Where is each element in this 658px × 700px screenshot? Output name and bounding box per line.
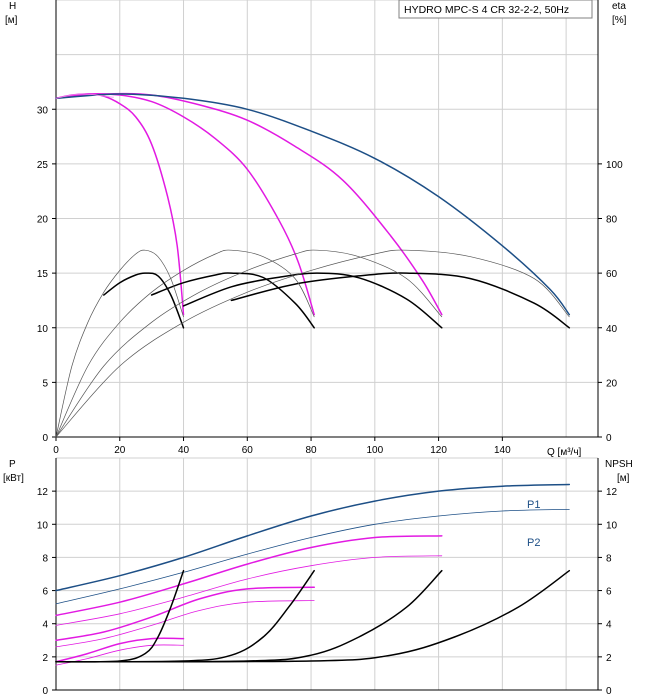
top-xtick-label: 80 bbox=[305, 445, 317, 456]
top-series-h-4-pumps bbox=[55, 93, 571, 316]
bottom-series-p2-1-pump bbox=[55, 644, 184, 666]
bottom-ytick-left-label: 2 bbox=[42, 653, 48, 664]
bottom-ylabel-left: P bbox=[9, 459, 16, 470]
top-ytick-right-label: 80 bbox=[606, 215, 618, 226]
top-series-h-3-pumps bbox=[55, 92, 443, 316]
top-series-eta-3-pumps-thin- bbox=[55, 249, 443, 438]
top-xtick-label: 100 bbox=[366, 445, 383, 456]
top-ytick-left-label: 10 bbox=[37, 324, 49, 335]
top-xtick-label: 120 bbox=[430, 445, 447, 456]
top-series-eta-2-pumps-thin- bbox=[55, 249, 315, 438]
top-ytick-left-label: 20 bbox=[37, 215, 49, 226]
bottom-series-p2-3-pumps bbox=[55, 555, 443, 626]
top-ytick-left-label: 5 bbox=[42, 378, 48, 389]
top-xtick-label: 60 bbox=[242, 445, 254, 456]
bottom-ylabel-left-unit: [кВт] bbox=[3, 473, 24, 484]
top-ytick-right-label: 0 bbox=[606, 433, 612, 444]
top-xtick-label: 0 bbox=[53, 445, 59, 456]
top-ytick-right-label: 100 bbox=[606, 160, 623, 171]
top-ytick-right-label: 40 bbox=[606, 324, 618, 335]
bottom-ytick-left-label: 8 bbox=[42, 553, 48, 564]
top-series-eta-2-pumps bbox=[150, 272, 315, 329]
bottom-ytick-left-label: 0 bbox=[42, 686, 48, 697]
top-xlabel: Q [м³/ч] bbox=[547, 447, 582, 458]
bottom-ytick-right-label: 10 bbox=[606, 520, 618, 531]
top-ytick-left-label: 0 bbox=[42, 433, 48, 444]
bottom-ytick-left-label: 10 bbox=[37, 520, 49, 531]
bottom-series-p1-3-pumps bbox=[55, 535, 443, 617]
top-series-h-1-4-pumps-thin- bbox=[55, 93, 114, 99]
top-ytick-left-label: 30 bbox=[37, 105, 49, 116]
bottom-ytick-left-label: 4 bbox=[42, 620, 48, 631]
bottom-ytick-right-label: 12 bbox=[606, 487, 618, 498]
top-ylabel-right: eta bbox=[612, 1, 626, 12]
title-box bbox=[398, 0, 593, 19]
top-xtick-label: 140 bbox=[494, 445, 511, 456]
bottom-ytick-right-label: 6 bbox=[606, 587, 612, 598]
top-ytick-right-label: 20 bbox=[606, 378, 618, 389]
bottom-ylabel-right-unit: [м] bbox=[617, 473, 630, 484]
top-series-eta-3-pumps bbox=[182, 272, 443, 329]
bottom-series-p1-1-pump bbox=[55, 637, 185, 663]
series-label-p2: P2 bbox=[527, 537, 540, 549]
chart-title: HYDRO MPC-S 4 CR 32-2-2, 50Hz bbox=[404, 4, 569, 16]
top-xtick-label: 20 bbox=[114, 445, 126, 456]
top-series-eta-1-pump bbox=[103, 272, 185, 329]
bottom-series-npsh-2-pumps bbox=[55, 569, 315, 663]
top-ytick-left-label: 25 bbox=[37, 160, 49, 171]
bottom-ylabel-right: NPSH bbox=[605, 459, 633, 470]
bottom-series-p1 bbox=[55, 483, 571, 592]
top-xtick-label: 40 bbox=[178, 445, 190, 456]
top-ylabel-left: H bbox=[9, 1, 16, 12]
top-ylabel-left-unit: [м] bbox=[5, 15, 18, 26]
top-ytick-right-label: 60 bbox=[606, 269, 618, 280]
bottom-ytick-left-label: 12 bbox=[37, 487, 49, 498]
bottom-series-p2-2-pumps bbox=[55, 600, 315, 648]
bottom-ytick-right-label: 0 bbox=[606, 686, 612, 697]
bottom-ytick-right-label: 8 bbox=[606, 553, 612, 564]
bottom-ytick-right-label: 2 bbox=[606, 653, 612, 664]
series-label-p1: P1 bbox=[527, 499, 540, 511]
bottom-ytick-right-label: 4 bbox=[606, 620, 612, 631]
bottom-ytick-left-label: 6 bbox=[42, 587, 48, 598]
top-series-eta-4-pumps-thin- bbox=[55, 249, 570, 438]
top-series-eta-1-pump-thin- bbox=[55, 249, 184, 438]
top-series-eta-4-pumps bbox=[230, 272, 571, 329]
bottom-series-p1-2-pumps bbox=[55, 586, 315, 642]
bottom-series-npsh-4-pumps bbox=[55, 569, 571, 663]
bottom-series-p2 bbox=[55, 509, 570, 605]
top-ylabel-right-unit: [%] bbox=[612, 15, 627, 26]
top-ytick-left-label: 15 bbox=[37, 269, 49, 280]
